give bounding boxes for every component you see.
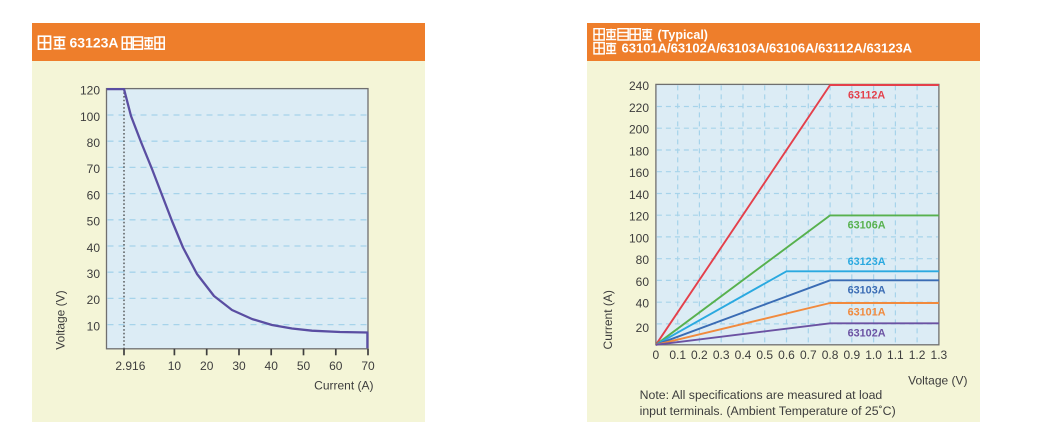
svg-text:0.3: 0.3 xyxy=(713,348,730,362)
svg-text:0.2: 0.2 xyxy=(691,348,708,362)
svg-text:220: 220 xyxy=(629,101,649,115)
svg-text:100: 100 xyxy=(629,231,649,245)
svg-text:(Typical): (Typical) xyxy=(658,28,708,42)
svg-text:0.8: 0.8 xyxy=(822,348,839,362)
svg-text:Voltage (V): Voltage (V) xyxy=(53,290,67,349)
svg-text:1.2: 1.2 xyxy=(909,348,926,362)
svg-text:40: 40 xyxy=(636,297,650,311)
svg-text:140: 140 xyxy=(629,188,649,202)
svg-text:160: 160 xyxy=(629,166,649,180)
svg-text:63101A/63102A/63103A/63106A/63: 63101A/63102A/63103A/63106A/63112A/63123… xyxy=(622,41,913,56)
svg-text:1.0: 1.0 xyxy=(865,348,882,362)
svg-text:20: 20 xyxy=(636,321,650,335)
svg-text:80: 80 xyxy=(87,136,101,150)
svg-text:63123A: 63123A xyxy=(848,256,886,268)
svg-text:Current (A): Current (A) xyxy=(314,378,373,392)
svg-text:0.7: 0.7 xyxy=(800,348,817,362)
svg-text:180: 180 xyxy=(629,144,649,158)
svg-text:20: 20 xyxy=(87,293,101,307)
svg-text:63103A: 63103A xyxy=(848,285,886,297)
svg-text:70: 70 xyxy=(361,359,375,373)
svg-text:60: 60 xyxy=(636,275,650,289)
svg-text:40: 40 xyxy=(87,241,101,255)
svg-text:0.1: 0.1 xyxy=(669,348,686,362)
svg-text:0.9: 0.9 xyxy=(843,348,860,362)
svg-text:63102A: 63102A xyxy=(848,328,886,340)
svg-text:Voltage (V): Voltage (V) xyxy=(908,374,967,388)
svg-text:0.6: 0.6 xyxy=(778,348,795,362)
svg-text:10: 10 xyxy=(168,359,182,373)
svg-text:50: 50 xyxy=(297,359,311,373)
svg-text:120: 120 xyxy=(629,210,649,224)
svg-text:10: 10 xyxy=(87,319,101,333)
svg-text:Current (A): Current (A) xyxy=(601,290,615,349)
svg-text:0.4: 0.4 xyxy=(735,348,752,362)
svg-text:60: 60 xyxy=(87,188,101,202)
svg-text:63101A: 63101A xyxy=(848,307,886,319)
svg-text:0.5: 0.5 xyxy=(756,348,773,362)
svg-text:120: 120 xyxy=(80,84,100,98)
svg-text:63112A: 63112A xyxy=(848,90,885,102)
svg-text:63106A: 63106A xyxy=(848,219,886,231)
svg-text:60: 60 xyxy=(329,359,343,373)
svg-text:80: 80 xyxy=(636,253,650,267)
svg-text:50: 50 xyxy=(87,215,101,229)
svg-text:63123A: 63123A xyxy=(70,35,119,51)
svg-text:40: 40 xyxy=(265,359,279,373)
svg-text:1.1: 1.1 xyxy=(887,348,904,362)
svg-text:1.3: 1.3 xyxy=(931,348,948,362)
svg-text:0: 0 xyxy=(653,348,660,362)
svg-text:100: 100 xyxy=(80,110,100,124)
svg-text:30: 30 xyxy=(87,267,101,281)
svg-text:200: 200 xyxy=(629,123,649,137)
svg-text:20: 20 xyxy=(200,359,214,373)
svg-text:240: 240 xyxy=(629,79,649,93)
svg-text:Note: All specifications are m: Note: All specifications are measured at… xyxy=(640,388,883,402)
svg-text:2.916: 2.916 xyxy=(115,359,145,373)
svg-text:30: 30 xyxy=(232,359,246,373)
svg-text:70: 70 xyxy=(87,162,101,176)
svg-text:input terminals. (Ambient Temp: input terminals. (Ambient Temperature of… xyxy=(640,404,896,418)
